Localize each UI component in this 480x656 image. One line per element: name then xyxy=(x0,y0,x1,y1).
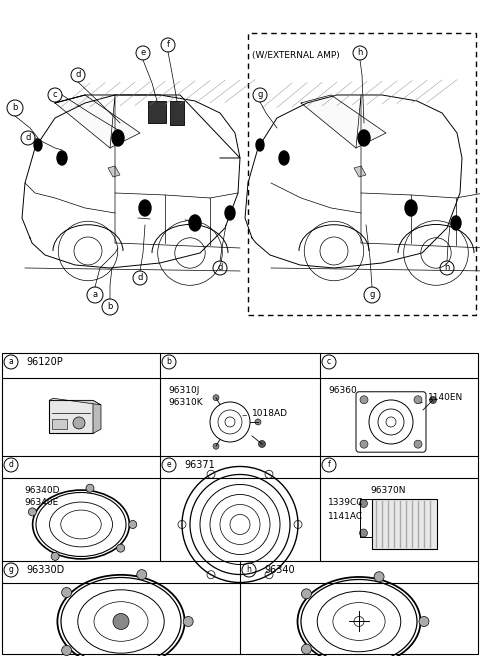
Text: a: a xyxy=(9,358,13,367)
Text: h: h xyxy=(247,565,252,575)
Text: g: g xyxy=(9,565,13,575)
Polygon shape xyxy=(354,166,366,177)
Circle shape xyxy=(73,417,85,429)
Text: c: c xyxy=(327,358,331,367)
Circle shape xyxy=(430,396,436,403)
Circle shape xyxy=(255,419,261,425)
Text: b: b xyxy=(12,104,18,112)
Circle shape xyxy=(113,613,129,630)
Text: 96370N: 96370N xyxy=(370,486,406,495)
Text: 1140EN: 1140EN xyxy=(420,394,463,403)
Ellipse shape xyxy=(189,215,201,231)
Text: g: g xyxy=(369,291,375,300)
Ellipse shape xyxy=(256,139,264,151)
Circle shape xyxy=(414,440,422,448)
Text: 1339CC: 1339CC xyxy=(328,498,363,507)
Circle shape xyxy=(86,484,94,492)
Circle shape xyxy=(137,569,147,580)
Circle shape xyxy=(61,646,72,655)
Text: c: c xyxy=(53,91,57,100)
Text: b: b xyxy=(167,358,171,367)
Ellipse shape xyxy=(279,151,289,165)
Circle shape xyxy=(360,396,368,403)
Circle shape xyxy=(414,396,422,403)
Text: e: e xyxy=(167,461,171,470)
Circle shape xyxy=(51,552,59,560)
Polygon shape xyxy=(301,95,386,148)
Circle shape xyxy=(129,520,137,529)
Text: 96310K: 96310K xyxy=(168,398,203,407)
Text: e: e xyxy=(140,49,145,58)
Text: g: g xyxy=(257,91,263,100)
Polygon shape xyxy=(49,398,101,405)
Text: h: h xyxy=(444,264,450,272)
Circle shape xyxy=(374,572,384,582)
FancyBboxPatch shape xyxy=(148,101,166,123)
Text: 96360: 96360 xyxy=(328,386,357,395)
Ellipse shape xyxy=(139,200,151,216)
Ellipse shape xyxy=(57,151,67,165)
Text: f: f xyxy=(328,461,330,470)
Text: f: f xyxy=(167,41,169,49)
Text: 96340E: 96340E xyxy=(24,498,58,507)
Circle shape xyxy=(117,544,125,552)
Circle shape xyxy=(360,499,368,508)
Polygon shape xyxy=(108,166,120,177)
Text: 96340: 96340 xyxy=(264,565,295,575)
FancyBboxPatch shape xyxy=(372,499,436,550)
Text: d: d xyxy=(25,133,31,142)
Text: 96371: 96371 xyxy=(184,460,215,470)
Circle shape xyxy=(360,440,368,448)
Text: a: a xyxy=(93,291,97,300)
Text: d: d xyxy=(9,461,13,470)
Circle shape xyxy=(28,508,36,516)
Text: (W/EXTERNAL AMP): (W/EXTERNAL AMP) xyxy=(252,51,340,60)
FancyBboxPatch shape xyxy=(170,101,184,125)
Polygon shape xyxy=(93,400,101,434)
Text: 96340D: 96340D xyxy=(24,486,60,495)
Ellipse shape xyxy=(451,216,461,230)
Circle shape xyxy=(213,443,219,449)
Ellipse shape xyxy=(112,130,124,146)
Circle shape xyxy=(259,440,265,447)
Ellipse shape xyxy=(405,200,417,216)
Circle shape xyxy=(183,617,193,626)
Ellipse shape xyxy=(34,139,42,151)
Text: 1018AD: 1018AD xyxy=(243,409,288,419)
Text: d: d xyxy=(217,264,223,272)
FancyBboxPatch shape xyxy=(49,400,93,434)
Ellipse shape xyxy=(225,206,235,220)
Circle shape xyxy=(360,529,368,537)
Ellipse shape xyxy=(358,130,370,146)
Circle shape xyxy=(301,589,312,599)
Circle shape xyxy=(213,395,219,401)
Text: d: d xyxy=(75,70,81,79)
Polygon shape xyxy=(55,95,140,148)
Circle shape xyxy=(61,588,72,598)
Text: 96310J: 96310J xyxy=(168,386,199,395)
Text: d: d xyxy=(137,274,143,283)
Bar xyxy=(52,419,67,429)
Text: 96120P: 96120P xyxy=(26,357,63,367)
Circle shape xyxy=(419,617,429,626)
Text: 1141AC: 1141AC xyxy=(328,512,363,521)
Text: b: b xyxy=(108,302,113,312)
Text: h: h xyxy=(357,49,363,58)
Circle shape xyxy=(301,644,312,654)
Text: 96330D: 96330D xyxy=(26,565,64,575)
